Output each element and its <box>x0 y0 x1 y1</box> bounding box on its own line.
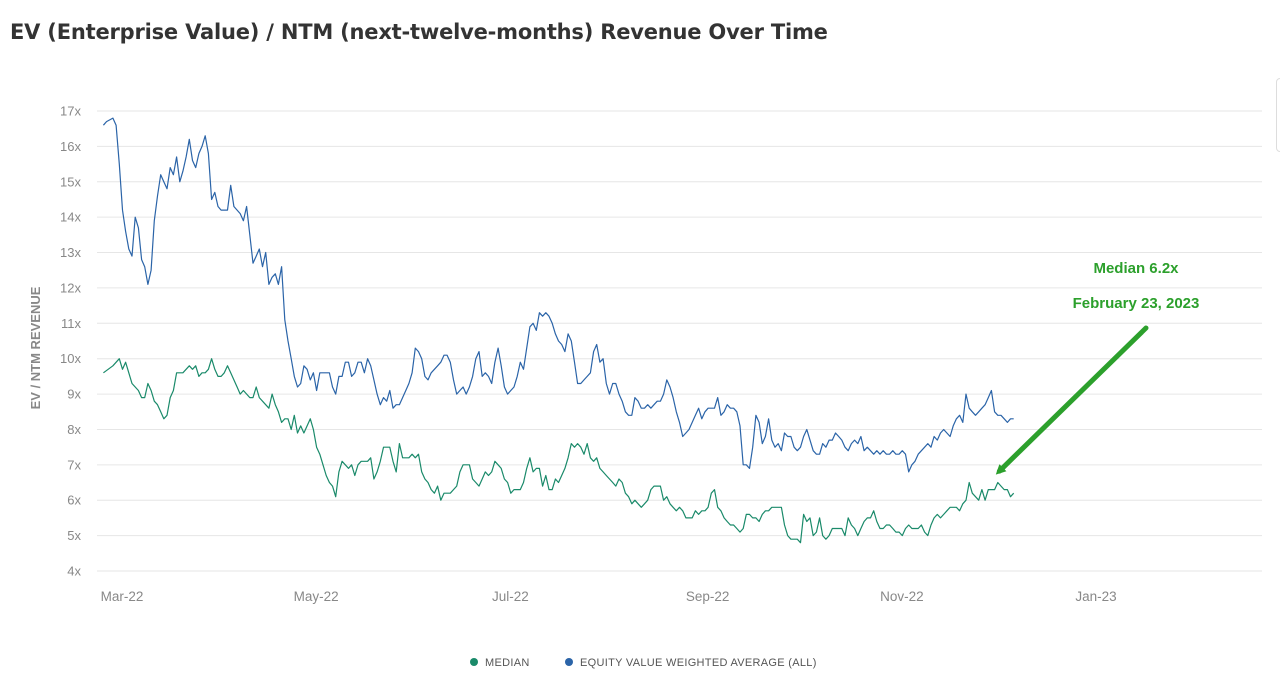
legend-marker <box>470 658 478 666</box>
y-tick-label: 9x <box>67 387 81 402</box>
series-line-median[interactable] <box>103 358 1015 544</box>
legend: MEDIAN EQUITY VALUE WEIGHTED AVERAGE (ALL… <box>470 657 817 669</box>
legend-label: EQUITY VALUE WEIGHTED AVERAGE (ALL) <box>580 657 817 669</box>
x-axis: Mar-22 May-22 Jul-22 Sep-22 Nov-22 Jan-23 <box>101 589 1117 604</box>
grid <box>97 110 1262 572</box>
x-tick-label: May-22 <box>294 589 339 604</box>
y-axis-label: EV / NTM REVENUE <box>28 286 43 409</box>
y-tick-label: 4x <box>67 564 81 579</box>
y-tick-label: 12x <box>60 280 81 295</box>
x-tick-label: Jan-23 <box>1075 589 1116 604</box>
legend-marker <box>565 658 573 666</box>
legend-item-equity-weighted-average[interactable]: EQUITY VALUE WEIGHTED AVERAGE (ALL) <box>565 657 817 669</box>
legend-item-median[interactable]: MEDIAN <box>470 657 530 669</box>
annotation-median-value: Median 6.2x <box>1093 260 1179 277</box>
annotation-group: Median 6.2x February 23, 2023 <box>995 260 1200 475</box>
page-title: EV (Enterprise Value) / NTM (next-twelve… <box>10 20 828 44</box>
y-axis: 4x 5x 6x 7x 8x 9x 10x 11x 12x 13x 14x 15x 16x 17x <box>60 104 81 579</box>
y-tick-label: 17x <box>60 104 81 119</box>
y-tick-label: 6x <box>67 493 81 508</box>
x-tick-label: Nov-22 <box>880 589 924 604</box>
y-tick-label: 5x <box>67 528 81 543</box>
series-line-equity-weighted-average[interactable] <box>102 117 1014 473</box>
y-tick-label: 10x <box>60 351 81 366</box>
y-tick-label: 11x <box>61 316 81 331</box>
y-tick-label: 8x <box>67 422 81 437</box>
annotation-arrow <box>995 325 1149 475</box>
y-tick-label: 16x <box>60 139 81 154</box>
series-lines <box>102 117 1015 544</box>
y-tick-label: 15x <box>60 174 81 189</box>
x-tick-label: Sep-22 <box>686 589 730 604</box>
legend-label: MEDIAN <box>485 657 530 669</box>
y-tick-label: 7x <box>67 457 81 472</box>
y-tick-label: 14x <box>60 210 81 225</box>
x-tick-label: Mar-22 <box>101 589 144 604</box>
side-panel-edge[interactable] <box>1276 78 1280 152</box>
x-tick-label: Jul-22 <box>492 589 529 604</box>
annotation-date: February 23, 2023 <box>1073 295 1200 312</box>
y-tick-label: 13x <box>60 245 81 260</box>
